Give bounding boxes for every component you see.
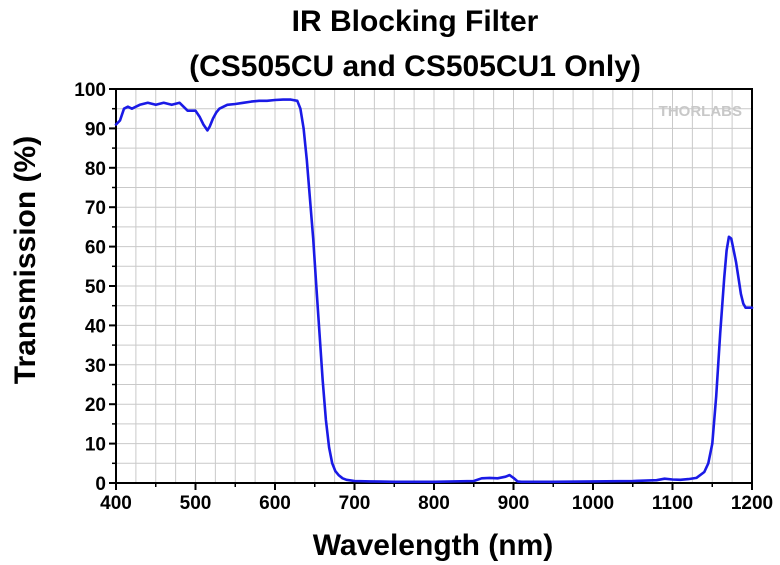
x-tick-label: 1100 xyxy=(652,493,693,514)
y-tick-label: 0 xyxy=(95,474,106,495)
y-tick-label: 10 xyxy=(85,435,106,456)
transmission-curve xyxy=(114,98,754,484)
x-axis-ticks: 400 500 600 700 800 900 1000 1100 1200 xyxy=(100,483,773,514)
chart-title-line2: (CS505CU and CS505CU1 Only) xyxy=(189,50,641,83)
y-axis-label: Transmission (%) xyxy=(9,136,42,384)
chart-title-line1: IR Blocking Filter xyxy=(292,5,539,38)
grid-lines xyxy=(116,89,752,483)
minor-ticks xyxy=(112,107,713,487)
y-axis-ticks: 0 10 20 30 40 50 60 70 80 90 100 xyxy=(74,80,116,495)
x-tick-label: 700 xyxy=(339,493,371,514)
x-tick-label: 600 xyxy=(259,493,291,514)
x-tick-label: 1000 xyxy=(572,493,614,514)
y-tick-label: 50 xyxy=(85,277,106,298)
thorlabs-watermark: THORLABS xyxy=(659,103,742,120)
y-tick-label: 100 xyxy=(74,80,106,101)
y-tick-label: 90 xyxy=(85,119,106,140)
y-tick-label: 20 xyxy=(85,395,106,416)
y-tick-label: 60 xyxy=(85,238,106,259)
x-tick-label: 500 xyxy=(180,493,212,514)
x-tick-label: 1200 xyxy=(731,493,773,514)
y-tick-label: 70 xyxy=(85,198,106,219)
y-tick-label: 40 xyxy=(85,316,106,337)
x-tick-label: 800 xyxy=(418,493,450,514)
x-tick-label: 900 xyxy=(498,493,530,514)
y-tick-label: 80 xyxy=(85,159,106,180)
y-tick-label: 30 xyxy=(85,356,106,377)
x-axis-label: Wavelength (nm) xyxy=(313,529,554,562)
x-tick-label: 400 xyxy=(100,493,132,514)
